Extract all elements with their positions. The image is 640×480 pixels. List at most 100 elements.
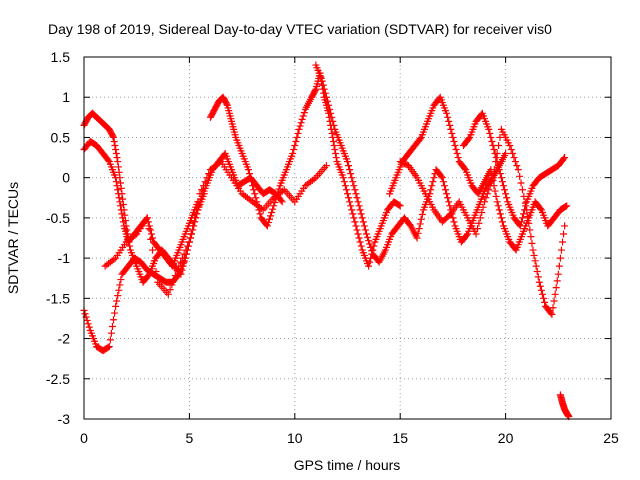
- data-point: [146, 226, 154, 234]
- data-point: [463, 231, 471, 239]
- data-point: [507, 146, 515, 154]
- data-point: [365, 237, 373, 245]
- data-point: [460, 164, 468, 172]
- data-point: [554, 270, 562, 278]
- data-point: [187, 230, 195, 238]
- data-point: [322, 93, 330, 101]
- data-point: [524, 213, 532, 221]
- data-point: [344, 190, 351, 198]
- data-point: [364, 233, 372, 241]
- data-point: [520, 210, 528, 218]
- data-point: [266, 215, 274, 223]
- data-point: [110, 137, 118, 145]
- data-point: [502, 150, 510, 158]
- data-point: [170, 276, 178, 284]
- data-point: [446, 202, 454, 210]
- data-point: [444, 194, 452, 202]
- data-point: [549, 304, 557, 312]
- data-point: [115, 286, 123, 294]
- data-point: [550, 297, 558, 305]
- data-point: [175, 262, 183, 270]
- data-series: [80, 61, 573, 421]
- data-point: [117, 179, 125, 187]
- data-point: [498, 178, 506, 186]
- data-point: [341, 182, 349, 190]
- data-point: [348, 206, 356, 214]
- data-point: [395, 201, 403, 209]
- data-point: [83, 316, 91, 324]
- data-point: [442, 186, 450, 194]
- data-point: [168, 281, 176, 289]
- y-tick-label: -2: [58, 331, 71, 347]
- data-point: [147, 235, 155, 243]
- data-point: [536, 282, 544, 290]
- data-point: [318, 77, 326, 85]
- data-point: [528, 239, 536, 247]
- data-point: [488, 137, 496, 145]
- data-point: [250, 186, 258, 194]
- data-point: [267, 212, 275, 220]
- data-point: [495, 166, 503, 174]
- data-point: [105, 343, 113, 351]
- data-point: [430, 174, 438, 182]
- data-point: [475, 219, 483, 227]
- data-point: [297, 119, 305, 127]
- data-point: [445, 198, 453, 206]
- data-point: [199, 182, 207, 190]
- data-point: [438, 174, 446, 182]
- data-point: [180, 250, 188, 258]
- data-point: [501, 186, 509, 194]
- data-point: [353, 194, 361, 202]
- data-point: [149, 246, 157, 254]
- data-point: [117, 206, 125, 214]
- data-point: [329, 117, 337, 125]
- data-point: [495, 206, 503, 214]
- data-point: [360, 222, 368, 230]
- data-point: [300, 109, 308, 117]
- data-point: [437, 172, 445, 180]
- data-point: [109, 132, 117, 140]
- series-track-f: [312, 61, 510, 266]
- tick-labels: -3 -2.5 -2 -1.5 -1 -0.5 0 0.5 1 1.5 0 5 10 15 20 25: [46, 49, 619, 446]
- data-point: [171, 272, 179, 280]
- data-point: [248, 178, 256, 186]
- data-point: [485, 186, 493, 194]
- data-point: [489, 141, 497, 149]
- data-point: [514, 166, 522, 174]
- data-point: [346, 166, 354, 174]
- data-point: [352, 222, 360, 230]
- data-point: [496, 210, 504, 218]
- data-point: [299, 112, 307, 120]
- data-point: [325, 101, 333, 109]
- data-point: [339, 174, 347, 182]
- data-point: [354, 230, 362, 238]
- data-point: [254, 202, 262, 210]
- data-point: [177, 258, 185, 266]
- data-point: [107, 329, 115, 337]
- data-point: [486, 129, 494, 137]
- y-tick-label: 1.5: [51, 49, 71, 65]
- data-point: [355, 234, 363, 242]
- data-point: [481, 198, 489, 206]
- data-point: [344, 158, 351, 166]
- data-point: [319, 81, 327, 89]
- data-point: [106, 336, 114, 344]
- data-point: [356, 206, 364, 214]
- data-point: [351, 218, 359, 226]
- data-point: [358, 214, 366, 222]
- data-point: [563, 202, 571, 210]
- data-point: [326, 105, 334, 113]
- data-point: [449, 133, 457, 141]
- x-tick-label: 25: [603, 430, 619, 446]
- data-point: [361, 226, 369, 234]
- data-point: [205, 170, 213, 178]
- data-point: [290, 146, 298, 154]
- data-point: [498, 218, 506, 226]
- data-point: [85, 323, 93, 331]
- data-point: [84, 320, 92, 328]
- data-point: [152, 268, 160, 276]
- data-point: [493, 158, 501, 166]
- data-point: [340, 178, 348, 186]
- data-point: [347, 170, 355, 178]
